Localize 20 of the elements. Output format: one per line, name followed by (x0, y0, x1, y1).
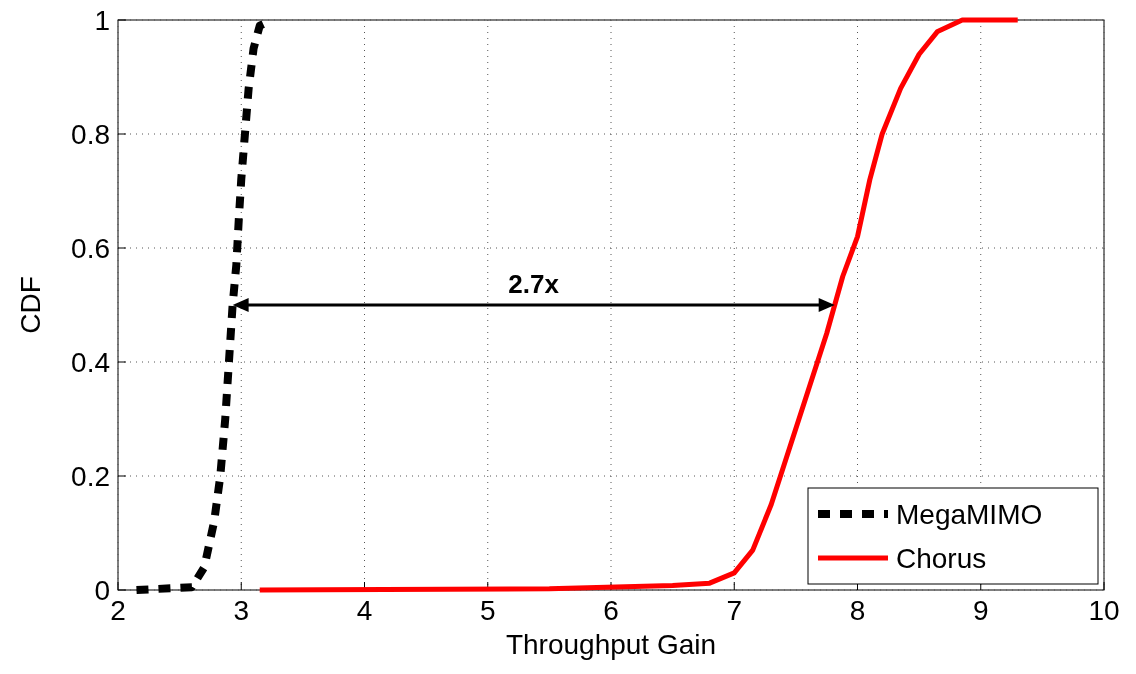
x-tick-label: 5 (479, 595, 496, 626)
x-tick-label: 3 (233, 595, 250, 626)
x-tick-label: 2 (110, 595, 126, 626)
y-tick-label: 0.8 (71, 118, 110, 150)
y-tick-label: 0.6 (71, 232, 110, 264)
x-tick-label: 8 (849, 595, 866, 626)
y-tick-label: 0.4 (71, 346, 110, 378)
y-tick-label: 0 (94, 574, 110, 606)
legend-label: Chorus (896, 542, 987, 574)
x-tick-label: 4 (356, 595, 373, 626)
y-tick-label: 1 (94, 4, 110, 36)
y-axis-title: CDF (15, 276, 46, 334)
x-tick-label: 6 (603, 595, 619, 626)
x-tick-label: 10 (1088, 595, 1120, 626)
legend-label: MegaMIMO (896, 498, 1043, 530)
x-tick-label: 9 (972, 595, 989, 626)
annotation: 2.7x (508, 269, 560, 299)
x-axis-title: Throughput Gain (505, 629, 717, 660)
x-tick-label: 7 (726, 595, 743, 626)
y-tick-label: 0.2 (71, 460, 110, 492)
